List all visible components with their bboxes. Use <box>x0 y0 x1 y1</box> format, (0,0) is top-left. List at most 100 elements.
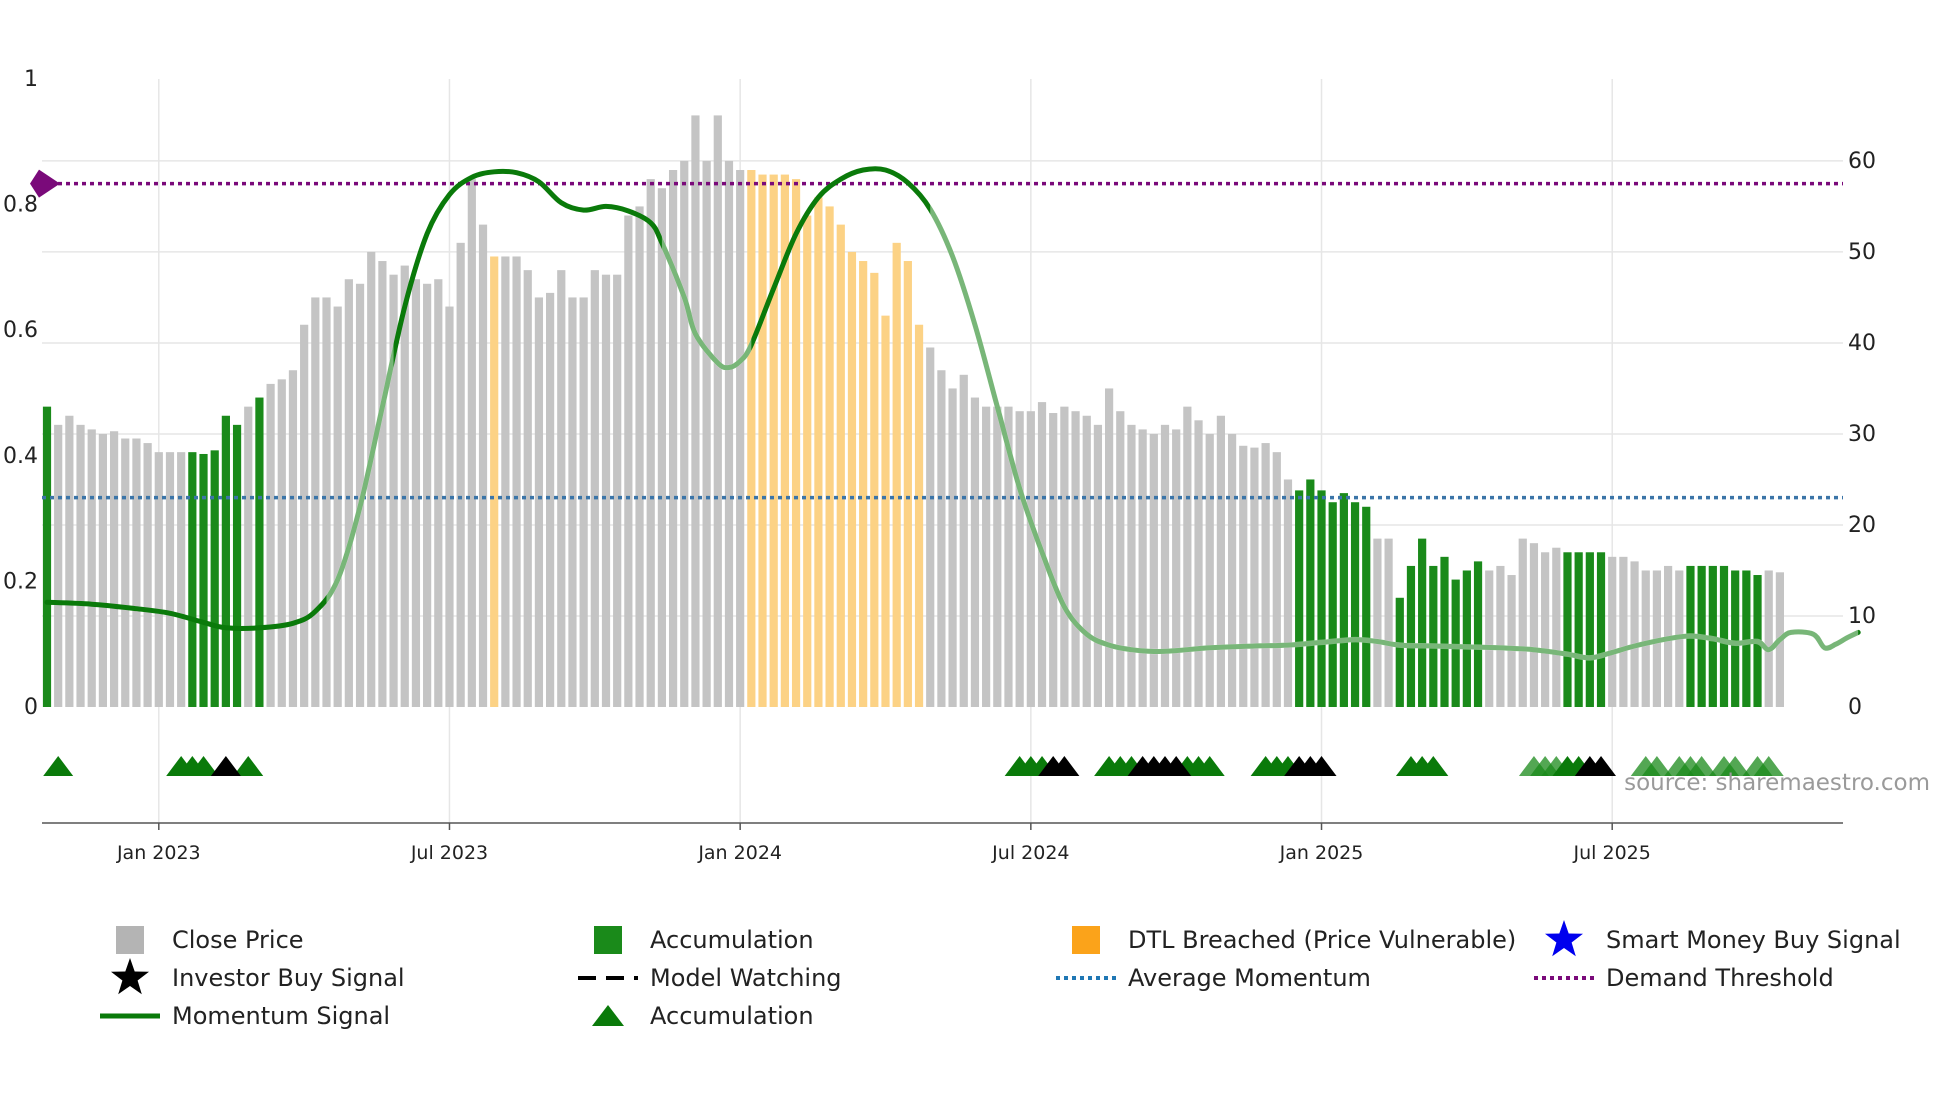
close-price-bar <box>993 406 1002 707</box>
investor-buy-triangle <box>1306 756 1337 776</box>
close-price-bar <box>1272 452 1281 707</box>
close-price-bar <box>389 274 398 707</box>
close-price-bar <box>411 279 421 707</box>
close-price-bar <box>1060 406 1069 707</box>
legend-label: Smart Money Buy Signal <box>1606 926 1901 954</box>
accumulation-bar <box>1585 552 1594 707</box>
close-price-bar <box>1552 547 1561 707</box>
legend-label: Average Momentum <box>1128 964 1371 992</box>
accumulation-bar <box>1418 538 1427 707</box>
accumulation-bar <box>1719 565 1729 707</box>
dtl-breached-bar <box>769 174 778 707</box>
close-price-bar <box>400 265 409 707</box>
close-price-bar <box>1082 415 1091 707</box>
accumulation-bar <box>1362 506 1371 707</box>
legend-label: Investor Buy Signal <box>172 964 405 992</box>
close-price-bar <box>54 424 63 707</box>
right-tick-label: 0 <box>1848 695 1862 720</box>
close-price-bar <box>534 297 544 707</box>
accumulation-bar <box>199 453 208 707</box>
close-price-bar <box>109 431 119 707</box>
accumulation-bar <box>255 397 264 707</box>
legend-label: Model Watching <box>650 964 842 992</box>
close-price-bar <box>736 170 745 707</box>
accumulation-bar <box>42 406 52 707</box>
dtl-breached-bar <box>758 174 767 707</box>
close-price-bar <box>1160 424 1170 707</box>
close-price-bar <box>434 279 443 707</box>
close-price-bar <box>1026 411 1035 707</box>
close-price-bar <box>1619 556 1628 707</box>
accumulation-triangle-faded <box>1753 756 1784 776</box>
dtl-breached-bar <box>836 224 845 707</box>
x-tick-label: Jul 2024 <box>991 842 1069 864</box>
close-price-bar <box>635 206 644 708</box>
investor-buy-triangle <box>1586 756 1617 776</box>
accumulation-bar <box>1306 479 1315 707</box>
left-tick-label: 0.8 <box>3 193 38 218</box>
close-price-bar <box>1105 388 1114 707</box>
dtl-breached-bar <box>814 197 823 707</box>
x-tick-label: Jul 2025 <box>1573 842 1651 864</box>
close-price-bar <box>1641 570 1650 707</box>
dtl-breached-bar <box>881 315 890 707</box>
accumulation-triangle <box>1194 756 1225 776</box>
x-tick-label: Jan 2024 <box>697 842 782 864</box>
close-price-bar <box>478 224 488 707</box>
close-price-bar <box>1239 445 1248 707</box>
close-price-bar <box>367 251 376 707</box>
close-price-bar <box>624 215 633 707</box>
accumulation-bar <box>1462 570 1471 707</box>
legend-symbol-square <box>594 926 622 954</box>
dtl-breached-bar <box>791 179 801 707</box>
close-price-bar <box>1496 565 1505 707</box>
close-price-bar <box>501 256 510 707</box>
close-price-bar <box>87 429 96 707</box>
dtl-breached-bar <box>803 215 812 707</box>
close-price-bar <box>668 170 678 707</box>
close-price-bar <box>523 270 532 707</box>
close-price-bar <box>1049 413 1058 707</box>
accumulation-bar <box>1473 561 1483 707</box>
close-price-bar <box>713 115 722 707</box>
close-price-bar <box>445 306 454 707</box>
momentum-signal-line <box>44 166 1861 661</box>
close-price-bar <box>1261 443 1270 707</box>
close-price-bar <box>1194 420 1203 707</box>
left-tick-label: 0 <box>24 695 38 720</box>
close-price-bar <box>937 370 946 707</box>
dtl-breached-bar <box>892 242 901 707</box>
accumulation-bar <box>1574 552 1583 707</box>
right-tick-label: 60 <box>1848 149 1876 174</box>
right-tick-label: 10 <box>1848 604 1876 629</box>
close-price-bar <box>1149 433 1158 707</box>
accumulation-bar <box>1731 570 1740 707</box>
close-price-bar <box>76 424 85 707</box>
accumulation-bar <box>1395 597 1404 707</box>
close-price-bar <box>266 383 275 707</box>
legend-symbol-triangle <box>592 1005 624 1026</box>
close-price-bar <box>467 179 476 707</box>
close-price-bar <box>1485 570 1494 707</box>
close-price-bar <box>657 188 666 708</box>
close-price-bar <box>1116 411 1125 707</box>
investor-buy-triangle <box>1049 756 1080 776</box>
close-price-bar <box>613 274 622 707</box>
legend: Close Price Accumulation DTL Breached (Pri… <box>100 920 1901 1030</box>
accumulation-bar <box>1406 565 1416 707</box>
accumulation-bar <box>1742 570 1751 707</box>
close-price-bar <box>143 443 152 707</box>
close-price-bar <box>1015 411 1024 707</box>
demand-threshold-marker <box>30 169 60 198</box>
close-price-bar <box>959 374 968 707</box>
close-price-bar <box>680 160 689 707</box>
close-price-bar <box>1183 406 1192 707</box>
close-price-bar <box>948 388 957 707</box>
close-price-bar <box>702 160 711 707</box>
dtl-breached-bar <box>870 272 879 707</box>
left-tick-label: 0.6 <box>3 318 38 343</box>
close-price-bar <box>177 452 186 707</box>
close-price-bar <box>322 297 331 707</box>
investor-buy-triangle <box>1161 756 1192 776</box>
